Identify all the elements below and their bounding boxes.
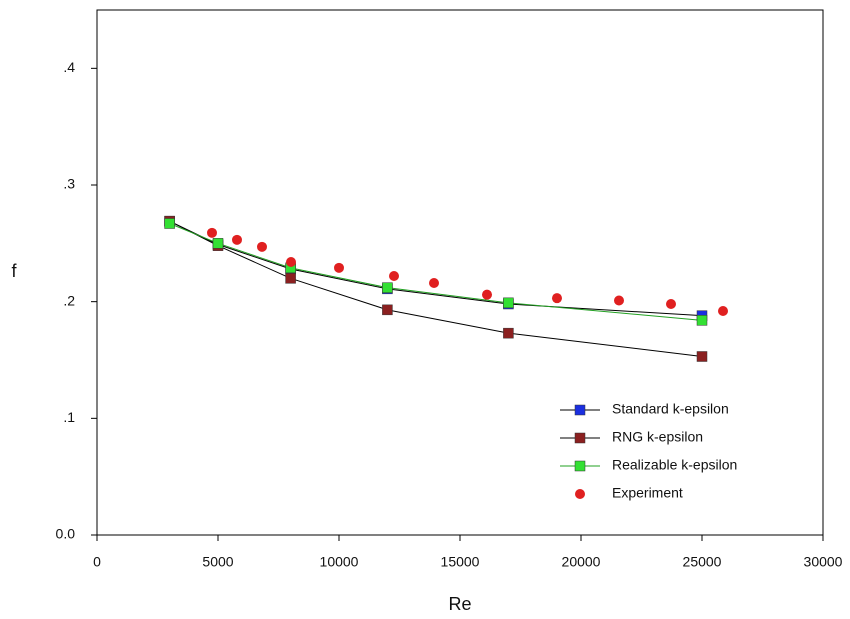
- x-tick-label: 5000: [202, 554, 233, 570]
- y-tick-label: .4: [63, 59, 75, 75]
- data-point: [552, 293, 562, 303]
- data-point: [286, 257, 296, 267]
- y-tick-label: .3: [63, 176, 75, 192]
- data-point: [503, 298, 513, 308]
- data-point: [286, 273, 296, 283]
- data-point: [382, 283, 392, 293]
- series-line: [170, 221, 702, 356]
- data-point: [429, 278, 439, 288]
- x-tick-label: 10000: [320, 554, 359, 570]
- data-point: [614, 296, 624, 306]
- legend-marker: [575, 461, 585, 471]
- x-tick-label: 20000: [562, 554, 601, 570]
- x-tick-label: 15000: [441, 554, 480, 570]
- y-tick-label: .1: [63, 409, 75, 425]
- series-line: [170, 224, 702, 321]
- data-point: [503, 328, 513, 338]
- y-axis-label: f: [11, 261, 17, 281]
- legend-marker: [575, 489, 585, 499]
- data-point: [482, 290, 492, 300]
- data-point: [232, 235, 242, 245]
- y-tick-label: .2: [63, 292, 75, 308]
- chart: Re f 0 5000 10000 15000 20000 25000 30000 0.0 .1…: [0, 0, 850, 619]
- legend-text: Standard k-epsilon: [612, 401, 729, 417]
- legend-marker: [575, 405, 585, 415]
- y-tick-label: 0.0: [56, 526, 76, 542]
- legend-text: Realizable k-epsilon: [612, 457, 737, 473]
- legend-marker: [575, 433, 585, 443]
- data-point: [697, 352, 707, 362]
- page: {"chart_data": {"type": "line", "x_label…: [0, 0, 850, 619]
- data-point: [697, 315, 707, 325]
- data-point: [207, 228, 217, 238]
- data-point: [666, 299, 676, 309]
- data-point: [382, 305, 392, 315]
- x-axis-label: Re: [448, 594, 471, 614]
- legend-text: Experiment: [612, 485, 683, 501]
- data-point: [257, 242, 267, 252]
- legend-text: RNG k-epsilon: [612, 429, 703, 445]
- data-point: [389, 271, 399, 281]
- data-point: [165, 219, 175, 229]
- data-point: [718, 306, 728, 316]
- data-point: [213, 238, 223, 248]
- x-tick-label: 25000: [683, 554, 722, 570]
- x-tick-label: 30000: [804, 554, 843, 570]
- x-tick-label: 0: [93, 554, 101, 570]
- data-point: [334, 263, 344, 273]
